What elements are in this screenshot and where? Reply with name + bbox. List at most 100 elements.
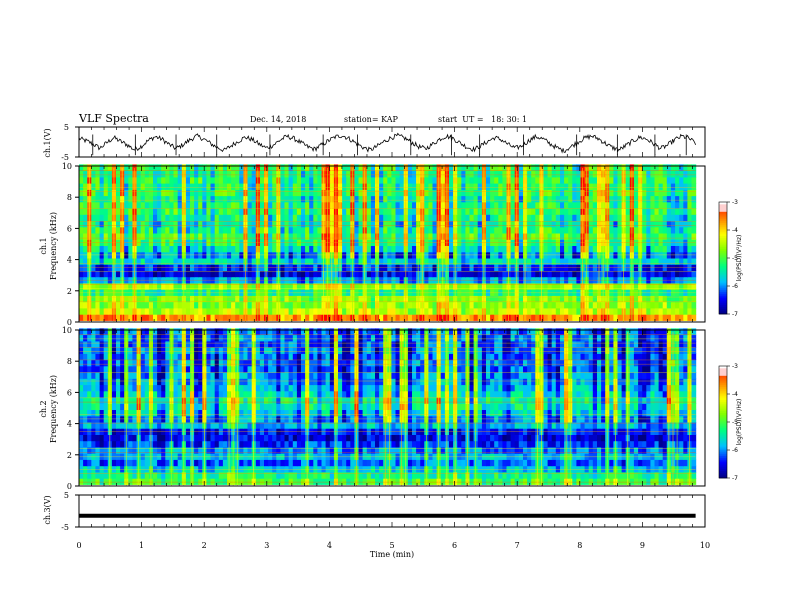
spectrogram-cell bbox=[272, 283, 277, 290]
spectrogram-cell bbox=[601, 164, 606, 172]
spectrogram-cell bbox=[449, 170, 454, 178]
spectrogram-cell bbox=[412, 195, 417, 203]
spectrogram-cell bbox=[498, 314, 503, 321]
spectrogram-cell bbox=[268, 195, 273, 203]
spectrogram-cell bbox=[210, 478, 216, 485]
spectrogram-cell bbox=[535, 239, 540, 246]
spectrogram-cell bbox=[588, 301, 594, 309]
spectrogram-cell bbox=[103, 270, 109, 278]
spectrogram-cell bbox=[313, 164, 318, 172]
spectrogram-cell bbox=[185, 164, 191, 172]
spectrogram-cell bbox=[235, 183, 240, 190]
spectrogram-cell bbox=[247, 465, 253, 473]
spectrogram-cell bbox=[259, 308, 265, 315]
spectrogram-cell bbox=[580, 453, 586, 460]
spectrogram-cell bbox=[342, 459, 347, 467]
spectrogram-cell bbox=[662, 301, 668, 309]
spectrogram-cell bbox=[354, 183, 360, 190]
spectrogram-cell bbox=[153, 183, 158, 190]
spectrogram-cell bbox=[592, 465, 598, 473]
spectrogram-cell bbox=[658, 289, 664, 296]
spectrogram-cell bbox=[292, 459, 298, 467]
spectrogram-cell bbox=[531, 233, 536, 240]
spectrogram-cell bbox=[629, 465, 635, 473]
spectrogram-cell bbox=[523, 164, 528, 172]
spectrogram-cell bbox=[338, 478, 343, 485]
spectrogram-cell bbox=[338, 459, 343, 467]
spectrogram-cell bbox=[691, 295, 697, 303]
spectrogram-cell bbox=[103, 459, 109, 467]
spectrogram-cell bbox=[617, 258, 623, 265]
spectrogram-cell bbox=[588, 283, 594, 290]
spectrogram-cell bbox=[169, 189, 175, 197]
spectrogram-cell bbox=[379, 283, 384, 290]
spectrogram-cell bbox=[79, 226, 84, 234]
spectrogram-cell bbox=[206, 440, 212, 448]
spectrogram-cell bbox=[296, 301, 302, 309]
spectrogram-cell bbox=[675, 308, 680, 315]
spectrogram-cell bbox=[383, 301, 388, 309]
spectrogram-cell bbox=[91, 447, 96, 454]
spectrogram-cell bbox=[518, 170, 524, 178]
spectrogram-cell bbox=[662, 176, 668, 184]
spectrogram-cell bbox=[202, 289, 207, 296]
spectrogram-cell bbox=[202, 239, 207, 246]
spectrogram-cell bbox=[222, 308, 228, 315]
spectrogram-cell bbox=[296, 220, 302, 228]
spectrogram-cell bbox=[424, 176, 429, 184]
spectrogram-cell bbox=[198, 164, 203, 172]
spectrogram-cell bbox=[403, 164, 409, 172]
spectrogram-cell bbox=[518, 183, 524, 190]
spectrogram-cell bbox=[116, 201, 121, 209]
spectrogram-cell bbox=[222, 226, 228, 234]
spectrogram-cell bbox=[650, 301, 656, 309]
spectrogram-cell bbox=[95, 164, 101, 172]
spectrogram-cell bbox=[428, 258, 434, 265]
spectrogram-cell bbox=[473, 308, 479, 315]
spectrogram-cell bbox=[305, 258, 310, 265]
spectrogram-cell bbox=[99, 170, 105, 178]
spectrogram-cell bbox=[251, 220, 257, 228]
spectrogram-cell bbox=[214, 465, 220, 473]
spectrogram-cell bbox=[99, 459, 105, 467]
spectrogram-cell bbox=[206, 314, 212, 321]
spectrogram-cell bbox=[153, 459, 158, 467]
spectrogram-cell bbox=[662, 208, 668, 215]
spectrogram-cell bbox=[116, 301, 121, 309]
spectrogram-cell bbox=[83, 183, 88, 190]
spectrogram-cell bbox=[206, 195, 212, 203]
spectrogram-cell bbox=[346, 239, 351, 246]
spectrogram-cell bbox=[370, 233, 376, 240]
spectrogram-cell bbox=[157, 472, 162, 479]
spectrogram-cell bbox=[136, 314, 142, 321]
spectrogram-cell bbox=[518, 208, 524, 215]
spectrogram-cell bbox=[588, 233, 594, 240]
spectrogram-cell bbox=[568, 233, 573, 240]
spectrogram-cell bbox=[432, 270, 438, 278]
spectrogram-cell bbox=[272, 447, 277, 454]
spectrogram-cell bbox=[551, 195, 557, 203]
spectrogram-cell bbox=[239, 447, 244, 454]
spectrogram-cell bbox=[662, 314, 668, 321]
spectrogram-cell bbox=[379, 459, 384, 467]
spectrogram-cell bbox=[477, 289, 483, 296]
spectrogram-cell bbox=[465, 283, 471, 290]
spectrogram-cell bbox=[358, 283, 364, 290]
spectrogram-cell bbox=[572, 245, 577, 253]
spectrogram-cell bbox=[449, 233, 454, 240]
spectrogram-cell bbox=[259, 170, 265, 178]
spectrogram-cell bbox=[124, 270, 129, 278]
spectrogram-cell bbox=[449, 245, 454, 253]
spectrogram-cell bbox=[395, 239, 401, 246]
spectrogram-cell bbox=[412, 270, 417, 278]
spectrogram-cell bbox=[95, 440, 101, 448]
spectrogram-cell bbox=[103, 289, 109, 296]
spectrogram-cell bbox=[588, 459, 594, 467]
spectrogram-cell bbox=[551, 283, 557, 290]
spectrogram-cell bbox=[268, 201, 273, 209]
spectrogram-cell bbox=[650, 459, 656, 467]
spectrogram-cell bbox=[670, 176, 676, 184]
spectrogram-cell bbox=[210, 214, 216, 222]
spectrogram-cell bbox=[691, 270, 697, 278]
spectrogram-cell bbox=[140, 208, 146, 215]
